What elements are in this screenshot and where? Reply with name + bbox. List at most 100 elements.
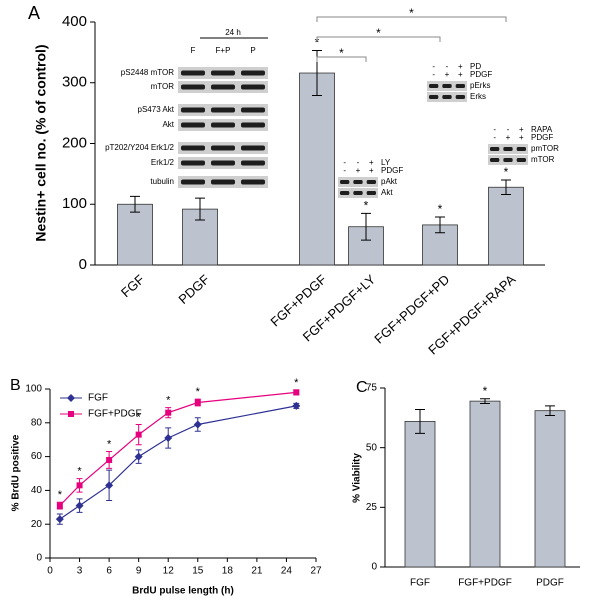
y-tick-label: 400 — [62, 13, 87, 30]
data-point — [164, 434, 173, 443]
blot-band — [455, 84, 465, 88]
x-tick-label: 24 — [281, 566, 293, 577]
x-tick-label: PDGF — [175, 272, 212, 307]
data-point — [293, 389, 300, 396]
blot-label: pErks — [470, 81, 490, 90]
blot-label: tubulin — [150, 177, 174, 186]
blot-condition: PDGF — [531, 133, 553, 142]
bar — [404, 421, 436, 568]
blot-sign: + — [506, 133, 511, 142]
blot-header: 24 h — [225, 28, 241, 37]
significance-marker: * — [166, 394, 171, 406]
blot-sign: + — [458, 62, 463, 71]
blot-label: mTOR — [531, 155, 555, 164]
blot-label: pAkt — [381, 177, 398, 186]
x-tick-label: 27 — [310, 566, 322, 577]
significance-marker: * — [58, 489, 63, 501]
blot-sign: - — [493, 125, 496, 134]
significance-marker: * — [77, 465, 82, 477]
blot-lane-label: F — [191, 46, 196, 55]
blot-band — [211, 145, 235, 151]
panel-letter: B — [10, 377, 21, 394]
y-tick-label: 300 — [62, 74, 87, 91]
blot-band — [353, 180, 363, 184]
blot-band — [241, 122, 265, 128]
data-point — [193, 420, 202, 429]
blot-band — [181, 70, 205, 76]
blot-label: pmTOR — [531, 144, 559, 153]
legend-label: FGF+PDGF — [88, 409, 142, 420]
blot-sign: - — [446, 62, 449, 71]
blot-sign: + — [458, 70, 463, 79]
blot-band — [516, 147, 526, 151]
blot-band — [241, 70, 265, 76]
error-bar — [195, 197, 205, 221]
blot-label: pS473 Akt — [138, 105, 175, 114]
blot-band — [353, 191, 363, 195]
y-tick-label: 100 — [62, 195, 87, 212]
error-bar — [415, 408, 425, 434]
blot-label: Akt — [162, 120, 174, 129]
x-tick-label: 3 — [77, 566, 83, 577]
blot-sign: - — [357, 158, 360, 167]
data-point — [105, 481, 114, 490]
blot-band — [211, 179, 235, 185]
blot-band — [241, 107, 265, 113]
blot-band — [442, 84, 452, 88]
significance-marker: * — [339, 46, 344, 60]
blot-band — [490, 147, 500, 151]
data-point — [56, 502, 63, 509]
blot-label: Erks — [470, 92, 486, 101]
blot-sign: + — [519, 125, 524, 134]
error-bar — [130, 195, 140, 213]
blot-label: mTOR — [151, 82, 175, 91]
significance-bracket — [316, 56, 367, 62]
data-point — [292, 401, 301, 410]
significance-bracket — [316, 16, 507, 22]
y-tick-label: 80 — [31, 417, 43, 428]
bar — [299, 72, 335, 266]
blot-band — [211, 107, 235, 113]
y-axis-title: % BrdU positive — [11, 434, 22, 511]
series-line — [59, 405, 297, 520]
y-tick-label: 0 — [371, 562, 377, 573]
blot-band — [241, 179, 265, 185]
blot-label: Erk1/2 — [151, 158, 175, 167]
significance-marker: * — [376, 26, 381, 40]
blot-lane-label: F+P — [216, 46, 231, 55]
data-point — [55, 515, 64, 524]
blot-band — [241, 84, 265, 90]
y-tick-label: 20 — [31, 519, 43, 530]
blot-band — [442, 95, 452, 99]
bar — [117, 203, 153, 266]
significance-bracket — [316, 36, 441, 42]
blot-band — [516, 158, 526, 162]
blot-band — [211, 160, 235, 166]
blot-band — [429, 84, 439, 88]
y-tick-label: 100 — [25, 384, 42, 395]
y-tick-label: 0 — [79, 256, 87, 273]
blot-band — [503, 147, 513, 151]
panel-letter: A — [28, 3, 40, 23]
blot-sign: + — [369, 158, 374, 167]
error-bar — [545, 405, 555, 416]
blot-sign: - — [493, 133, 496, 142]
error-bar — [501, 179, 511, 196]
blot-condition: LY — [381, 158, 391, 167]
blot-band — [490, 158, 500, 162]
blot-label: pT202/Y204 Erk1/2 — [105, 143, 174, 152]
blot-sign: - — [432, 70, 435, 79]
blot-band — [211, 84, 235, 90]
x-tick-label: 15 — [192, 566, 204, 577]
data-point — [76, 482, 83, 489]
significance-marker: * — [137, 411, 142, 423]
significance-marker: * — [196, 386, 201, 398]
x-tick-label: 6 — [106, 566, 112, 577]
blot-condition: PDGF — [381, 166, 403, 175]
blot-band — [241, 160, 265, 166]
y-axis-title: Nestin+ cell no. (% of control) — [33, 44, 49, 241]
data-point — [134, 452, 143, 461]
x-tick-label: 12 — [163, 566, 175, 577]
data-point — [135, 431, 142, 438]
x-tick-label: FGF — [410, 578, 430, 589]
